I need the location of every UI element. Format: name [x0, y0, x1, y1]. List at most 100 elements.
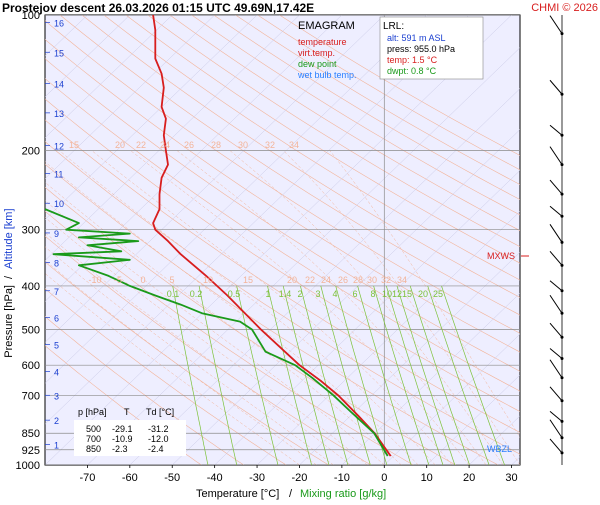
- legend-title: EMAGRAM: [298, 20, 355, 32]
- x-tick-label: 10: [421, 472, 433, 484]
- altitude-tick-label: 6: [54, 313, 59, 323]
- wind-barb-dot: [561, 163, 564, 166]
- wind-barb-dot: [561, 134, 564, 137]
- moist-adiabat-label: -5: [114, 275, 122, 285]
- moist-adiabat-label: 26: [338, 275, 348, 285]
- mxws-label: MXWS: [487, 251, 515, 261]
- mixing-ratio-label: 20: [418, 289, 428, 299]
- wind-barb-dot: [561, 193, 564, 196]
- lrl-dwpt: dwpt: 0.8 °C: [387, 66, 437, 76]
- table-cell: 700: [86, 434, 101, 444]
- y-axis-label-pressure: Pressure [hPa]: [3, 285, 15, 358]
- mixing-ratio-label: 0.1: [167, 289, 180, 299]
- mixing-ratio-label: 3: [315, 289, 320, 299]
- moist-adiabat-label: 5: [169, 275, 174, 285]
- wind-barb-dot: [561, 376, 564, 379]
- wind-barb-dot: [561, 336, 564, 339]
- lrl-temp: temp: 1.5 °C: [387, 55, 438, 65]
- wind-barb-dot: [561, 32, 564, 35]
- altitude-tick-label: 8: [54, 259, 59, 269]
- x-tick-label: 0: [381, 472, 387, 484]
- mixing-ratio-label: 1: [265, 289, 270, 299]
- table-header-td: Td [°C]: [146, 407, 174, 417]
- wind-barb-dot: [561, 451, 564, 454]
- pressure-tick-label: 1000: [16, 460, 40, 472]
- x-tick-label: -60: [122, 472, 138, 484]
- dry-adiabat-label: 22: [136, 140, 146, 150]
- altitude-tick-label: 14: [54, 80, 64, 90]
- table-cell: -10.9: [112, 434, 133, 444]
- dry-adiabat-label: 34: [289, 140, 299, 150]
- altitude-tick-label: 4: [54, 368, 59, 378]
- mixing-ratio-label: 6: [352, 289, 357, 299]
- mixing-ratio-label: 12: [392, 289, 402, 299]
- altitude-tick-label: 12: [54, 142, 64, 152]
- moist-adiabat-label: 22: [305, 275, 315, 285]
- pressure-tick-label: 200: [22, 145, 40, 157]
- moist-adiabat-label: 24: [321, 275, 331, 285]
- mixing-ratio-label: 4: [332, 289, 337, 299]
- mixing-ratio-label: 0.2: [190, 289, 203, 299]
- altitude-tick-label: 1: [54, 440, 59, 450]
- table-cell: -29.1: [112, 424, 133, 434]
- x-axis-label-temperature: Temperature [°C]: [196, 488, 279, 500]
- pressure-tick-label: 500: [22, 325, 40, 337]
- dry-adiabat-label: 15: [69, 140, 79, 150]
- brand-label: CHMI © 2026: [531, 2, 598, 14]
- x-axis-label-mixing-ratio: Mixing ratio [g/kg]: [300, 488, 386, 500]
- x-tick-label: 20: [463, 472, 475, 484]
- moist-adiabat-label: 0: [140, 275, 145, 285]
- table-cell: -2.3: [112, 444, 128, 454]
- legend-item-wet-bulb: wet bulb temp.: [297, 70, 357, 80]
- altitude-tick-label: 5: [54, 341, 59, 351]
- moist-adiabat-label: 15: [243, 275, 253, 285]
- mixing-ratio-label: 0.5: [228, 289, 241, 299]
- x-tick-label: -10: [334, 472, 350, 484]
- moist-adiabat-label: 28: [353, 275, 363, 285]
- mixing-ratio-label: 25: [433, 289, 443, 299]
- table-header-p: p [hPa]: [78, 407, 107, 417]
- wind-barb-dot: [561, 215, 564, 218]
- pressure-tick-label: 925: [22, 445, 40, 457]
- wind-barb-dot: [561, 357, 564, 360]
- pressure-tick-label: 300: [22, 225, 40, 237]
- pressure-tick-label: 600: [22, 360, 40, 372]
- lrl-box: LRL: alt: 591 m ASL press: 955.0 hPa tem…: [380, 17, 483, 79]
- lrl-press: press: 955.0 hPa: [387, 44, 455, 54]
- wind-barb-dot: [561, 399, 564, 402]
- table-header-t: T: [124, 407, 130, 417]
- lrl-title: LRL:: [383, 21, 404, 32]
- mixing-ratio-label: 8: [370, 289, 375, 299]
- moist-adiabat-label: 10: [203, 275, 213, 285]
- legend-item-virt-temp: virt.temp.: [298, 48, 335, 58]
- moist-adiabat-label: -10: [88, 275, 101, 285]
- wind-barb-dot: [561, 93, 564, 96]
- altitude-tick-label: 11: [54, 169, 63, 179]
- dry-adiabat-label: 20: [115, 140, 125, 150]
- wbzl-label: WBZL: [487, 444, 512, 454]
- altitude-tick-label: 10: [54, 199, 64, 209]
- legend-item-temperature: temperature: [298, 37, 347, 47]
- table-cell: -12.0: [148, 434, 169, 444]
- dry-adiabat-label: 30: [238, 140, 248, 150]
- altitude-tick-label: 13: [54, 109, 64, 119]
- table-cell: 500: [86, 424, 101, 434]
- moist-adiabat-label: 32: [381, 275, 391, 285]
- altitude-tick-label: 3: [54, 391, 59, 401]
- dry-adiabat-label: 26: [184, 140, 194, 150]
- altitude-tick-label: 15: [54, 48, 64, 58]
- chart-title: Prostejov descent 26.03.2026 01:15 UTC 4…: [2, 1, 314, 15]
- wind-barb-dot: [561, 420, 564, 423]
- pressure-tick-label: 400: [22, 281, 40, 293]
- wind-barb-dot: [561, 264, 564, 267]
- x-tick-label: -40: [207, 472, 223, 484]
- moist-adiabat-label: 20: [287, 275, 297, 285]
- table-cell: -2.4: [148, 444, 164, 454]
- table-cell: 850: [86, 444, 101, 454]
- pressure-tick-label: 850: [22, 428, 40, 440]
- mixing-ratio-label: 15: [402, 289, 412, 299]
- moist-adiabat-label: 30: [367, 275, 377, 285]
- altitude-tick-label: 16: [54, 19, 64, 29]
